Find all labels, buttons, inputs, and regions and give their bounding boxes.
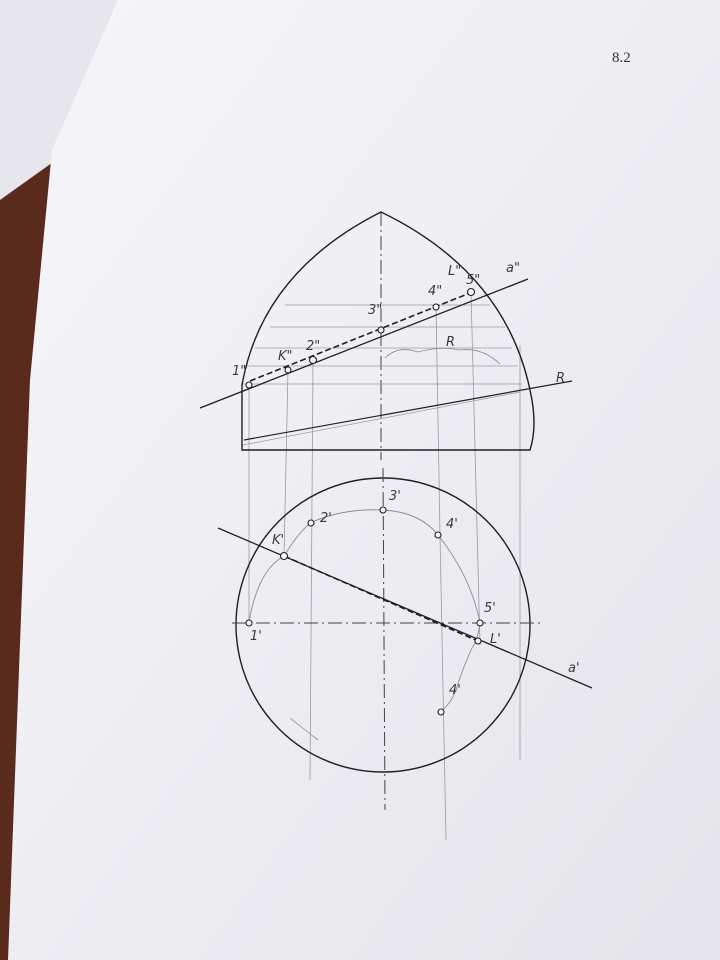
point-2-front bbox=[308, 355, 318, 365]
point-1-front bbox=[245, 381, 253, 389]
label-a-top: a' bbox=[568, 661, 580, 676]
label-K-top: K' bbox=[272, 533, 284, 548]
label-R-plane: R bbox=[556, 371, 565, 386]
label-L-top: L' bbox=[490, 632, 501, 647]
front-view: 1" K" 2" 3" 4" L" 5" a" R R bbox=[199, 211, 573, 841]
point-2-top bbox=[307, 519, 315, 527]
label-4-front: 4" bbox=[428, 284, 442, 299]
point-5-front bbox=[466, 287, 476, 297]
label-K-front: K" bbox=[278, 349, 293, 364]
label-L-front: L" bbox=[448, 264, 461, 279]
top-view: 1' K' 2' 3' 4' 5' L' 4' a' bbox=[217, 467, 593, 811]
front-outline bbox=[241, 211, 535, 451]
page-number: 8.2 bbox=[612, 50, 631, 66]
label-1-front: 1" bbox=[232, 364, 246, 379]
point-3-front bbox=[377, 326, 385, 334]
point-4b-top bbox=[437, 708, 445, 716]
point-4-front bbox=[432, 303, 440, 311]
label-5-top: 5' bbox=[484, 601, 496, 616]
label-4-top: 4' bbox=[446, 517, 458, 532]
label-4b-top: 4' bbox=[449, 683, 461, 698]
top-axis-vertical bbox=[382, 467, 386, 811]
point-K-front bbox=[284, 366, 292, 374]
point-K-top bbox=[279, 551, 289, 561]
construction-lines bbox=[242, 291, 522, 841]
label-3-front: 3" bbox=[368, 303, 382, 318]
radius-arc bbox=[384, 348, 501, 365]
label-3-top: 3' bbox=[389, 489, 401, 504]
line-a-front-dashed bbox=[249, 292, 471, 382]
point-3-top bbox=[379, 506, 387, 514]
line-a-front bbox=[199, 278, 529, 409]
label-2-top: 2' bbox=[320, 511, 332, 526]
section-curve-tail bbox=[289, 717, 319, 741]
point-4-top bbox=[434, 531, 442, 539]
plane-R-trace bbox=[243, 380, 573, 441]
point-L-top bbox=[474, 637, 482, 645]
paper-sheet bbox=[8, 0, 720, 960]
line-a-top-dashed bbox=[283, 555, 479, 642]
label-1-top: 1' bbox=[250, 629, 262, 644]
label-5-front: 5" bbox=[466, 273, 480, 288]
label-2-front: 2" bbox=[306, 339, 320, 354]
point-5-top bbox=[476, 619, 484, 627]
point-1-top bbox=[245, 619, 253, 627]
label-a-front: a" bbox=[506, 261, 520, 276]
label-radius: R bbox=[446, 335, 455, 350]
